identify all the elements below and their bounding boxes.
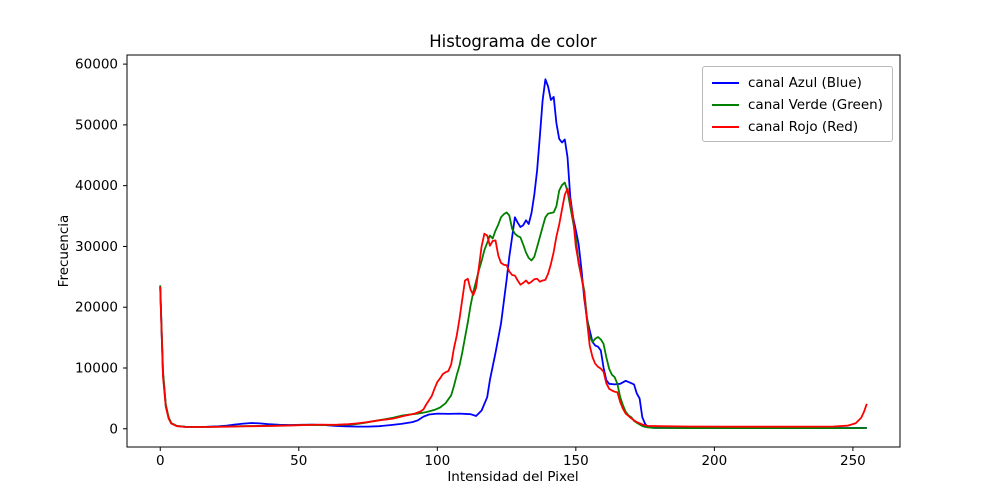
series-lines — [159, 78, 868, 430]
axis-tick-labels: 0 50 100 150 200 250 0 10000 20000 30000 40000 5000… — [75, 57, 866, 469]
y-tick-label: 0 — [109, 421, 118, 437]
legend-item: canal Verde (Green) — [712, 96, 883, 113]
legend-label-blue: canal Azul (Blue) — [748, 74, 862, 91]
x-tick-label: 200 — [701, 453, 727, 469]
x-axis-label: Intensidad del Pixel — [447, 469, 578, 485]
legend-label-red: canal Rojo (Red) — [748, 118, 859, 135]
series-line-green — [159, 181, 867, 430]
legend-label-green: canal Verde (Green) — [748, 96, 883, 113]
x-tick-label: 150 — [563, 453, 589, 469]
x-tick-label: 100 — [424, 453, 450, 469]
y-axis-label: Frecuencia — [56, 215, 72, 288]
legend-line-green — [712, 103, 739, 106]
x-tick-label: 0 — [156, 453, 165, 469]
y-tick-label: 20000 — [75, 300, 118, 316]
y-tick-label: 50000 — [75, 117, 118, 133]
y-tick-label: 30000 — [75, 239, 118, 255]
legend-item: canal Azul (Blue) — [712, 74, 883, 91]
legend-line-red — [712, 125, 739, 128]
chart-title: Histograma de color — [429, 32, 597, 51]
legend: canal Azul (Blue) canal Verde (Green) ca… — [702, 66, 893, 142]
plot-area — [126, 54, 901, 448]
series-line-blue — [159, 78, 867, 429]
axis-ticks — [123, 63, 854, 451]
x-tick-label: 250 — [840, 453, 866, 469]
legend-item: canal Rojo (Red) — [712, 118, 883, 135]
y-tick-label: 10000 — [75, 360, 118, 376]
legend-line-blue — [712, 81, 739, 84]
series-line-red — [159, 187, 868, 428]
y-tick-label: 40000 — [75, 178, 118, 194]
x-tick-label: 50 — [290, 453, 307, 469]
y-tick-label: 60000 — [75, 57, 118, 73]
